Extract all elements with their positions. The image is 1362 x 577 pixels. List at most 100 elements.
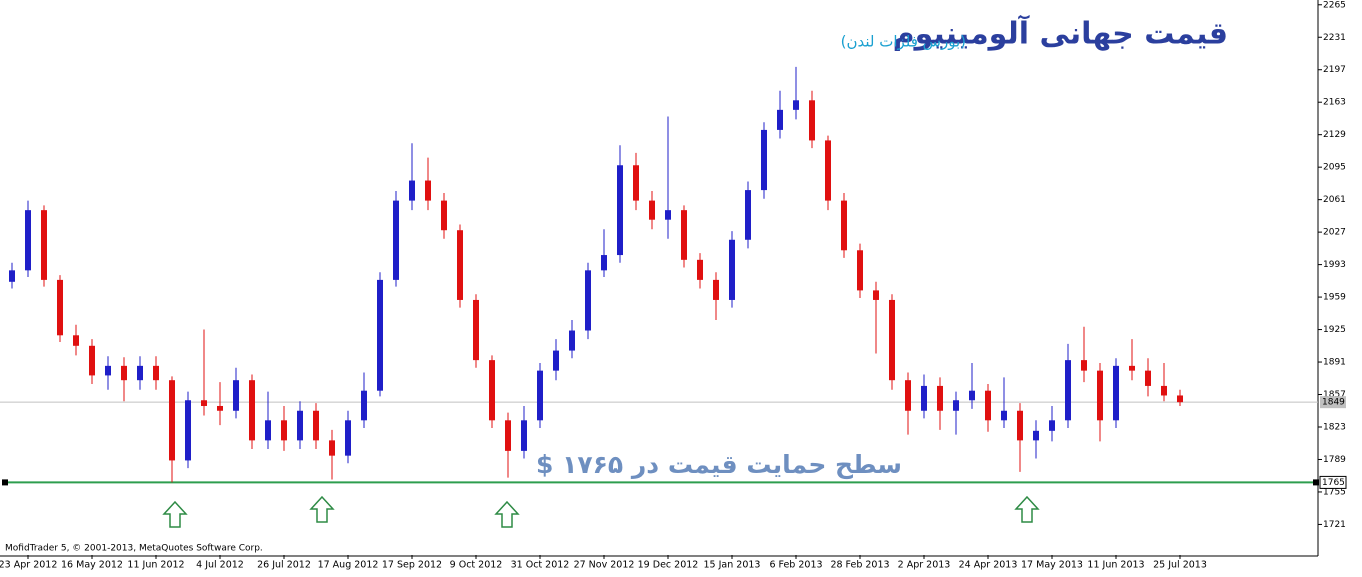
y-tick-label: 2197 (1323, 65, 1346, 75)
candle-body (601, 255, 607, 271)
candle-body (1113, 365, 1119, 421)
support-box (1319, 475, 1347, 489)
candle-body (1033, 430, 1039, 441)
arrows (162, 495, 1040, 528)
candle-body (185, 400, 191, 461)
candle-body (777, 109, 783, 130)
arrow (1014, 495, 1040, 523)
y-tick-label: 1993 (1323, 260, 1346, 270)
x-tick-label: 27 Nov 2012 (574, 560, 635, 571)
candle-body (953, 400, 959, 411)
x-tick-label: 11 Jun 2013 (1087, 560, 1144, 571)
candle-body (217, 405, 223, 411)
candle-body (1065, 360, 1071, 421)
candle-body (73, 335, 79, 346)
x-tick-label: 31 Oct 2012 (511, 560, 570, 571)
y-tick-label: 1755 (1323, 487, 1346, 497)
x-tick-label: 17 Sep 2012 (382, 560, 442, 571)
candle-body (745, 190, 751, 240)
candle-body (297, 410, 303, 441)
candle-body (937, 385, 943, 411)
candle-body (473, 299, 479, 361)
x-tick-label: 15 Jan 2013 (704, 560, 761, 571)
candle-body (441, 200, 447, 231)
candle-body (1145, 370, 1151, 386)
x-tick-label: 9 Oct 2012 (450, 560, 503, 571)
candle-body (985, 390, 991, 421)
candle-body (1081, 360, 1087, 371)
y-tick-label: 1925 (1323, 325, 1346, 335)
arrow (309, 495, 335, 523)
candle-body (1129, 365, 1135, 371)
candle-body (425, 180, 431, 201)
y-tick-label: 2129 (1323, 130, 1346, 140)
candle-body (265, 420, 271, 441)
candle-body (761, 129, 767, 191)
candle-body (153, 365, 159, 381)
x-tick-label: 4 Jul 2012 (196, 560, 244, 571)
arrow (162, 500, 188, 528)
chart-title: قیمت جهانی آلومینیوم (893, 15, 1228, 52)
candle-body (25, 210, 31, 271)
candle-body (57, 279, 63, 336)
candle-body (201, 400, 207, 406)
candle-body (681, 210, 687, 260)
footer: MofidTrader 5, © 2001-2013, MetaQuotes S… (5, 544, 263, 554)
candle-body (905, 380, 911, 411)
candle-body (841, 200, 847, 251)
x-tick-label: 17 Aug 2012 (318, 560, 379, 571)
candle-body (665, 210, 671, 220)
candle-body (969, 390, 975, 401)
candle-body (345, 420, 351, 456)
chart-subtitle: (بورس فلزات لندن) (841, 33, 966, 51)
candle-body (697, 259, 703, 280)
candle-body (1097, 370, 1103, 421)
y-tick-label: 1721 (1323, 520, 1346, 530)
candle-body (489, 360, 495, 421)
candle-body (377, 279, 383, 391)
y-tick-label: 1789 (1323, 455, 1346, 465)
x-tick-label: 28 Feb 2013 (830, 560, 889, 571)
candle-body (713, 279, 719, 300)
candle-body (1177, 395, 1183, 403)
candle-body (41, 210, 47, 280)
support-handle (1313, 479, 1319, 486)
candle-body (457, 230, 463, 300)
candle-body (249, 380, 255, 441)
candle-body (921, 385, 927, 411)
x-tick-label: 2 Apr 2013 (898, 560, 951, 571)
candle-body (617, 165, 623, 256)
candle-body (729, 239, 735, 300)
y-tick-label: 2265 (1323, 0, 1346, 10)
candle-body (1049, 420, 1055, 431)
y-tick-label: 1823 (1323, 422, 1346, 432)
candle-body (585, 270, 591, 331)
x-tick-label: 26 Jul 2012 (257, 560, 311, 571)
candle-body (633, 165, 639, 201)
candle-body (105, 365, 111, 376)
y-tick-label: 2163 (1323, 98, 1346, 108)
y-tick-label: 2027 (1323, 228, 1346, 238)
candle-body (1001, 410, 1007, 421)
candle-body (329, 440, 335, 456)
current-price-label: 1849 (1322, 398, 1345, 408)
candle-body (873, 290, 879, 300)
x-tick-label: 6 Feb 2013 (769, 560, 822, 571)
candle-body (281, 420, 287, 441)
candle-body (569, 330, 575, 351)
candle-body (313, 410, 319, 441)
candle-body (809, 100, 815, 141)
y-tick-label: 1857 (1323, 390, 1346, 400)
y-tick-label: 2231 (1323, 33, 1346, 43)
candle-body (121, 365, 127, 381)
x-tick-label: 23 Apr 2012 (0, 560, 57, 571)
arrow (494, 500, 520, 528)
candle-body (1161, 385, 1167, 396)
candle-body (393, 200, 399, 280)
candle-body (649, 200, 655, 220)
current-price-box (1320, 396, 1346, 409)
support-handle (2, 479, 8, 486)
